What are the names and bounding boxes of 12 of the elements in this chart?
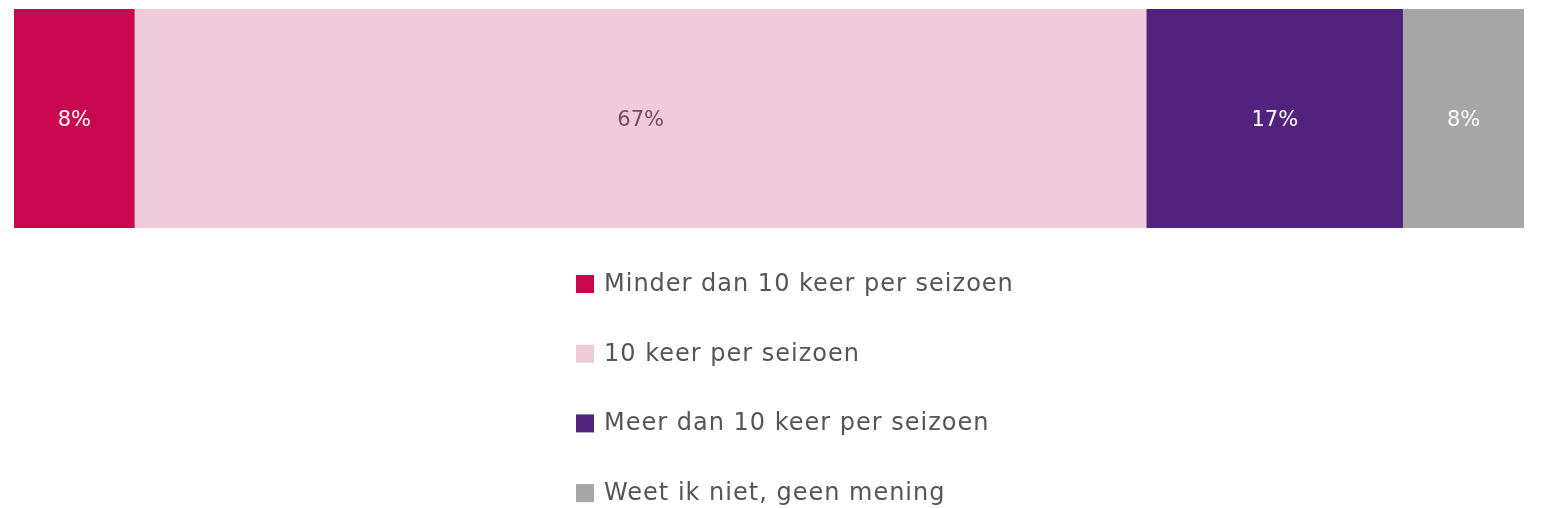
data-label: 67% — [617, 106, 664, 131]
bar — [1146, 9, 1404, 228]
legend-label: 10 keer per seizoen — [604, 338, 860, 367]
legend-label: Weet ik niet, geen mening — [604, 478, 946, 507]
data-label: 8% — [1446, 106, 1481, 131]
bar — [14, 9, 135, 228]
data-label: 17% — [1251, 106, 1299, 131]
bar — [134, 9, 1147, 228]
legend-label: Meer dan 10 keer per seizoen — [604, 408, 990, 437]
legend-label: Minder dan 10 keer per seizoen — [604, 269, 1014, 297]
bar — [1403, 9, 1524, 228]
data-label: 8% — [57, 106, 92, 131]
